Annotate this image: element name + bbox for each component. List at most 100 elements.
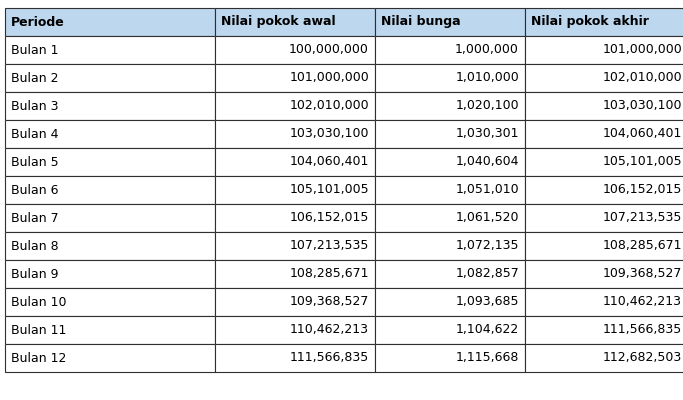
- Bar: [215, 64, 375, 92]
- Bar: [525, 148, 683, 176]
- Bar: [525, 64, 683, 92]
- Bar: [525, 232, 683, 260]
- Bar: [5, 8, 215, 36]
- Text: 1,115,668: 1,115,668: [456, 352, 519, 364]
- Bar: [525, 316, 683, 344]
- Bar: [215, 176, 375, 204]
- Bar: [525, 120, 683, 148]
- Bar: [375, 260, 525, 288]
- Text: 111,566,835: 111,566,835: [290, 352, 369, 364]
- Text: Bulan 11: Bulan 11: [11, 324, 66, 336]
- Bar: [215, 92, 375, 120]
- Text: Bulan 6: Bulan 6: [11, 184, 59, 196]
- Bar: [525, 36, 683, 64]
- Bar: [525, 92, 683, 120]
- Bar: [215, 288, 375, 316]
- Text: Bulan 10: Bulan 10: [11, 296, 66, 308]
- Bar: [525, 260, 683, 288]
- Bar: [5, 288, 215, 316]
- Bar: [375, 148, 525, 176]
- Text: Bulan 4: Bulan 4: [11, 128, 59, 140]
- Bar: [375, 8, 525, 36]
- Text: 110,462,213: 110,462,213: [603, 296, 682, 308]
- Bar: [215, 316, 375, 344]
- Text: 102,010,000: 102,010,000: [290, 100, 369, 112]
- Bar: [375, 232, 525, 260]
- Bar: [375, 92, 525, 120]
- Bar: [5, 232, 215, 260]
- Bar: [375, 344, 525, 372]
- Bar: [215, 344, 375, 372]
- Bar: [525, 316, 683, 344]
- Bar: [215, 288, 375, 316]
- Bar: [215, 260, 375, 288]
- Text: 107,213,535: 107,213,535: [290, 240, 369, 252]
- Bar: [375, 316, 525, 344]
- Text: Nilai pokok awal: Nilai pokok awal: [221, 16, 335, 28]
- Bar: [215, 92, 375, 120]
- Bar: [375, 288, 525, 316]
- Text: 112,682,503: 112,682,503: [603, 352, 682, 364]
- Text: Bulan 5: Bulan 5: [11, 156, 59, 168]
- Text: 101,000,000: 101,000,000: [289, 72, 369, 84]
- Bar: [5, 204, 215, 232]
- Text: 105,101,005: 105,101,005: [602, 156, 682, 168]
- Bar: [5, 232, 215, 260]
- Bar: [5, 64, 215, 92]
- Text: 105,101,005: 105,101,005: [290, 184, 369, 196]
- Text: 103,030,100: 103,030,100: [290, 128, 369, 140]
- Text: 1,030,301: 1,030,301: [456, 128, 519, 140]
- Text: 101,000,000: 101,000,000: [602, 44, 682, 56]
- Bar: [375, 120, 525, 148]
- Text: Bulan 1: Bulan 1: [11, 44, 59, 56]
- Text: 104,060,401: 104,060,401: [602, 128, 682, 140]
- Text: 108,285,671: 108,285,671: [602, 240, 682, 252]
- Bar: [525, 232, 683, 260]
- Bar: [215, 232, 375, 260]
- Bar: [215, 120, 375, 148]
- Bar: [525, 204, 683, 232]
- Bar: [5, 176, 215, 204]
- Text: Periode: Periode: [11, 16, 65, 28]
- Bar: [375, 204, 525, 232]
- Bar: [525, 288, 683, 316]
- Text: 1,104,622: 1,104,622: [456, 324, 519, 336]
- Bar: [5, 344, 215, 372]
- Bar: [525, 344, 683, 372]
- Text: 111,566,835: 111,566,835: [603, 324, 682, 336]
- Text: Nilai pokok akhir: Nilai pokok akhir: [531, 16, 649, 28]
- Bar: [5, 176, 215, 204]
- Text: 107,213,535: 107,213,535: [602, 212, 682, 224]
- Text: 108,285,671: 108,285,671: [290, 268, 369, 280]
- Text: 1,072,135: 1,072,135: [456, 240, 519, 252]
- Bar: [215, 120, 375, 148]
- Bar: [375, 36, 525, 64]
- Bar: [5, 260, 215, 288]
- Text: 1,010,000: 1,010,000: [456, 72, 519, 84]
- Text: Nilai bunga: Nilai bunga: [381, 16, 460, 28]
- Text: 100,000,000: 100,000,000: [289, 44, 369, 56]
- Bar: [215, 148, 375, 176]
- Bar: [215, 8, 375, 36]
- Bar: [525, 8, 683, 36]
- Bar: [5, 92, 215, 120]
- Bar: [215, 204, 375, 232]
- Bar: [5, 148, 215, 176]
- Text: 103,030,100: 103,030,100: [602, 100, 682, 112]
- Bar: [375, 316, 525, 344]
- Bar: [375, 260, 525, 288]
- Bar: [215, 148, 375, 176]
- Bar: [215, 8, 375, 36]
- Text: 1,000,000: 1,000,000: [455, 44, 519, 56]
- Bar: [215, 36, 375, 64]
- Text: 102,010,000: 102,010,000: [602, 72, 682, 84]
- Bar: [5, 64, 215, 92]
- Bar: [5, 288, 215, 316]
- Bar: [215, 36, 375, 64]
- Bar: [5, 36, 215, 64]
- Bar: [525, 260, 683, 288]
- Bar: [375, 64, 525, 92]
- Bar: [375, 176, 525, 204]
- Bar: [215, 316, 375, 344]
- Bar: [525, 64, 683, 92]
